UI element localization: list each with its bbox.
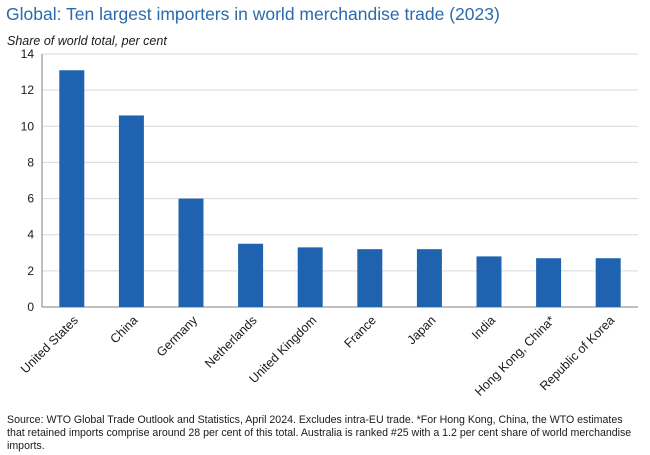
bar-chart: 0 2 4 6 8 10 12 14 United States China Germany Neth…: [18, 47, 638, 399]
y-tick-label: 14: [21, 47, 35, 61]
y-tick-label: 2: [27, 264, 34, 278]
bar: [59, 70, 85, 307]
bar: [536, 258, 562, 307]
bar: [416, 249, 442, 307]
x-tick-label: United States: [18, 313, 81, 376]
y-axis-label: Share of world total, per cent: [7, 34, 167, 48]
y-tick-label: 0: [27, 300, 34, 314]
x-tick-label: Netherlands: [202, 313, 260, 371]
bar: [297, 247, 323, 307]
bar: [178, 198, 204, 307]
x-tick-label: Germany: [154, 313, 201, 360]
x-tick-label: India: [469, 313, 498, 342]
bar: [238, 243, 264, 307]
bar: [476, 256, 502, 307]
chart-title: Global: Ten largest importers in world m…: [6, 4, 500, 24]
y-tick-label: 10: [21, 119, 35, 133]
bar: [595, 258, 621, 307]
x-tick-label: China: [108, 313, 141, 346]
x-tick-label: Japan: [405, 313, 439, 347]
y-tick-label: 6: [27, 192, 34, 206]
y-tick-label: 12: [21, 83, 35, 97]
bar: [118, 115, 144, 307]
y-tick-label: 4: [27, 228, 34, 242]
source-note: Source: WTO Global Trade Outlook and Sta…: [7, 414, 632, 453]
x-tick-label: France: [342, 313, 379, 350]
y-tick-label: 8: [27, 155, 34, 169]
bar: [357, 249, 383, 307]
